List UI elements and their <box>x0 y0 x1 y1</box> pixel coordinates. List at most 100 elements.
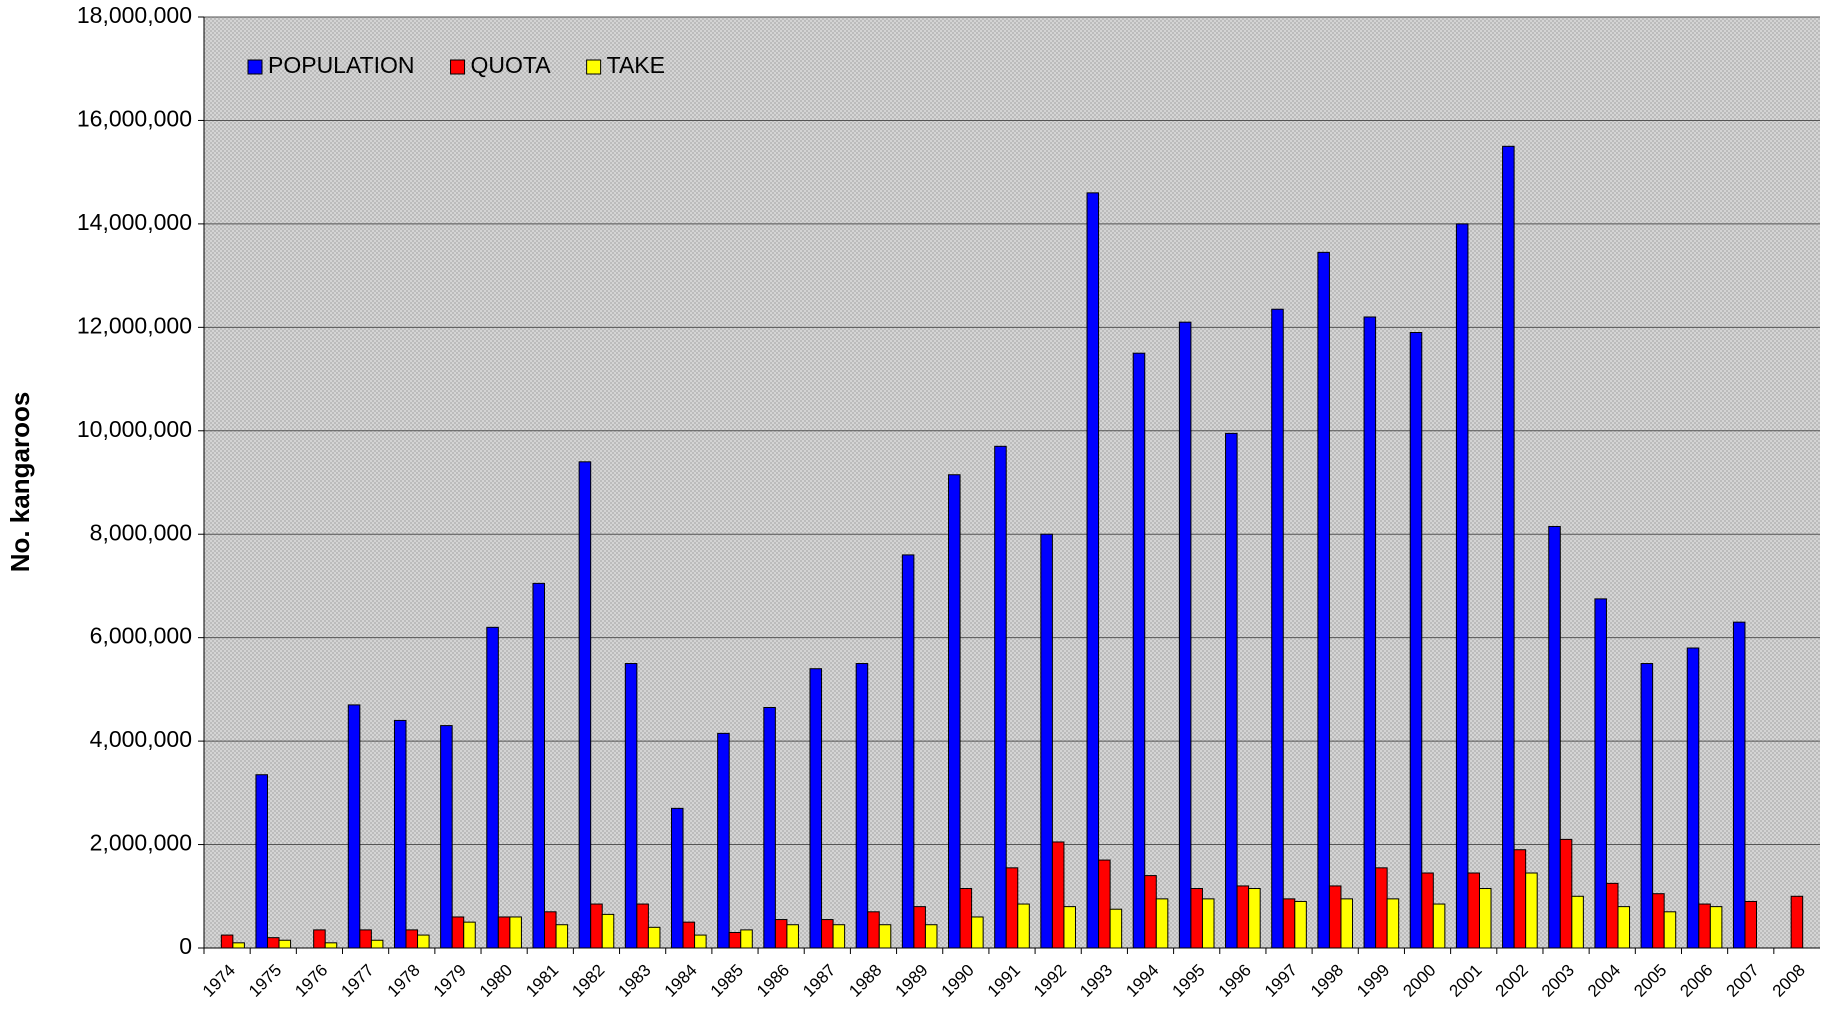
bar <box>924 924 938 949</box>
bar <box>1605 882 1619 949</box>
bar <box>578 461 592 949</box>
bar <box>1155 898 1169 949</box>
x-tick-label: 1989 <box>891 961 931 1001</box>
bar <box>1732 621 1746 949</box>
bar <box>647 926 661 949</box>
bar <box>1328 885 1342 949</box>
y-tick-label: 18,000,000 <box>77 2 192 28</box>
bar <box>786 924 799 949</box>
bar <box>405 929 419 949</box>
bar <box>1467 872 1480 949</box>
bar <box>809 668 823 949</box>
x-tick-label: 1996 <box>1215 961 1255 1001</box>
y-tick-label: 6,000,000 <box>90 623 192 649</box>
x-tick-label: 1987 <box>799 961 839 1001</box>
bar <box>440 725 453 949</box>
legend-label: QUOTA <box>471 52 552 78</box>
y-tick-label: 8,000,000 <box>90 519 192 545</box>
bar <box>1178 321 1192 949</box>
bar <box>717 732 730 949</box>
y-tick-label: 0 <box>179 933 192 959</box>
bar <box>451 916 465 949</box>
bar <box>624 663 638 949</box>
bar <box>1455 223 1469 949</box>
bar <box>1190 888 1203 949</box>
x-tick-label: 1978 <box>384 961 424 1001</box>
bar <box>266 937 280 949</box>
bar <box>832 924 846 949</box>
x-tick-label: 1980 <box>476 961 516 1001</box>
bar <box>1502 145 1515 949</box>
x-tick-label: 1976 <box>291 961 331 1001</box>
x-tick-label: 2007 <box>1723 961 1763 1001</box>
x-tick-label: 1990 <box>938 961 978 1001</box>
x-tick-label: 1995 <box>1169 961 1209 1001</box>
bar <box>682 921 696 949</box>
bar <box>1225 432 1238 949</box>
bar <box>913 906 926 949</box>
bar <box>670 807 684 949</box>
x-tick-label: 1985 <box>707 961 747 1001</box>
bar <box>1040 533 1053 949</box>
x-tick-label: 2002 <box>1492 961 1532 1001</box>
bar <box>1709 906 1723 949</box>
x-tick-label: 1982 <box>568 961 608 1001</box>
bar <box>1571 895 1584 949</box>
bar <box>1132 352 1146 949</box>
y-axis-title: No. kangaroos <box>5 392 35 573</box>
bar <box>497 916 511 949</box>
x-tick-label: 2000 <box>1399 961 1439 1001</box>
bar <box>1525 872 1538 949</box>
bar <box>1744 900 1758 949</box>
x-tick-label: 1999 <box>1353 961 1393 1001</box>
bar <box>313 929 326 949</box>
x-tick-label: 2001 <box>1446 961 1486 1001</box>
x-tick-label: 1992 <box>1030 961 1070 1001</box>
legend-swatch <box>247 59 263 75</box>
bar <box>1432 903 1446 949</box>
bar <box>774 919 788 949</box>
bar <box>1051 841 1065 949</box>
x-tick-label: 1975 <box>245 961 285 1001</box>
y-tick-label: 14,000,000 <box>77 209 192 235</box>
bar <box>948 474 961 949</box>
bar <box>532 582 546 949</box>
bar <box>1236 885 1250 949</box>
x-tick-label: 1977 <box>337 961 377 1001</box>
bar <box>994 445 1007 949</box>
bar <box>901 554 915 949</box>
bar <box>1698 903 1711 949</box>
x-tick-label: 2004 <box>1584 961 1624 1001</box>
legend-label: POPULATION <box>268 52 415 78</box>
bar <box>1409 332 1423 949</box>
bar <box>1386 898 1400 949</box>
x-tick-label: 1974 <box>199 961 239 1001</box>
x-tick-label: 2005 <box>1630 961 1670 1001</box>
bar <box>1363 316 1377 949</box>
bar <box>1790 895 1804 949</box>
bar <box>347 704 361 949</box>
x-tick-label: 1998 <box>1307 961 1347 1001</box>
bar <box>1271 308 1284 949</box>
bar <box>959 888 973 949</box>
bar <box>1421 872 1434 949</box>
bar <box>255 774 268 949</box>
legend-swatch <box>450 59 466 75</box>
bar <box>821 919 834 949</box>
bar <box>370 939 384 949</box>
bar <box>1652 893 1665 949</box>
bar <box>1317 251 1330 949</box>
bar <box>855 663 869 949</box>
bar <box>1594 598 1607 949</box>
x-tick-label: 2008 <box>1769 961 1809 1001</box>
bar <box>867 911 880 949</box>
bar <box>763 706 776 949</box>
x-tick-label: 1983 <box>614 961 654 1001</box>
bar <box>1640 663 1654 949</box>
bar <box>1063 906 1076 949</box>
bar <box>728 931 742 949</box>
bar <box>1201 898 1215 949</box>
bar <box>417 934 430 949</box>
bar <box>1109 908 1123 949</box>
